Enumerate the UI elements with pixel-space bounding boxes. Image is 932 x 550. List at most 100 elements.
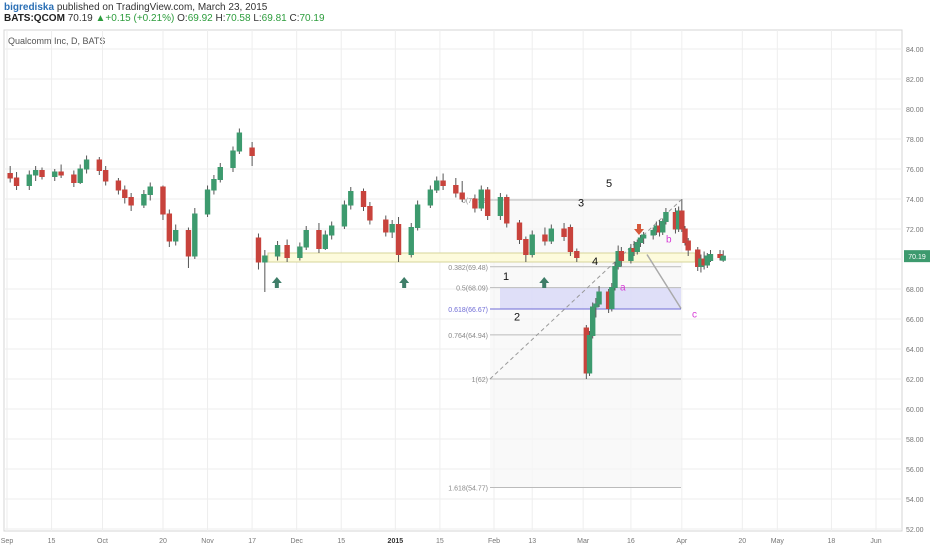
candle-body <box>663 212 669 222</box>
wave-label: 1 <box>503 271 509 283</box>
candle-body <box>427 189 434 206</box>
arrow-up-icon <box>271 277 282 288</box>
open-value: 69.92 <box>187 13 213 24</box>
y-tick-label: 82.00 <box>906 77 924 84</box>
candle-body <box>71 174 77 183</box>
candle-body <box>504 197 510 224</box>
x-tick-label: Jun <box>870 538 881 545</box>
price-tag <box>904 250 930 263</box>
last-price: 70.19 <box>67 13 93 24</box>
candle-body <box>561 228 567 237</box>
x-tick-label: 15 <box>337 538 345 545</box>
plot-area <box>3 29 903 532</box>
wave-label: 4 <box>592 256 598 268</box>
candle-body <box>77 168 83 183</box>
x-tick-label: Dec <box>290 538 303 545</box>
x-tick-label: 15 <box>48 538 56 545</box>
candle-body <box>211 179 217 191</box>
x-tick-label: Mar <box>577 538 590 545</box>
close-value: 70.19 <box>299 13 325 24</box>
chart-title: Qualcomm Inc, D, BATS <box>8 36 105 46</box>
x-tick-label: Sep <box>1 538 14 545</box>
candle-body <box>695 249 701 267</box>
publish-info: published on TradingView.com, March 23, … <box>56 2 268 13</box>
candle-body <box>408 227 414 255</box>
fib-level-label: 0.382(69.48) <box>448 265 488 272</box>
y-tick-label: 54.00 <box>906 497 924 504</box>
candle-body <box>192 213 198 257</box>
x-tick-label: 20 <box>159 538 167 545</box>
corrective-wave-label: a <box>620 283 626 294</box>
price-chart[interactable]: Qualcomm Inc, D, BATS 52.00 54.00 56.00 58.0… <box>0 26 932 550</box>
corrective-wave-label: c <box>692 310 697 321</box>
y-tick-label: 72.00 <box>906 227 924 234</box>
candle-body <box>567 227 574 252</box>
candle-body <box>660 221 666 233</box>
candle-body <box>322 234 329 249</box>
publish-line: bigrediska published on TradingView.com,… <box>4 2 267 13</box>
candle-body <box>284 245 290 258</box>
last-price-label: 70.19 <box>908 254 926 261</box>
candle-body <box>328 225 335 236</box>
high-label: H: <box>215 13 226 24</box>
candle-body <box>147 186 153 195</box>
candle-body <box>297 246 303 258</box>
fib-level-label: 0.764(64.94) <box>448 333 488 340</box>
candle-body <box>383 219 389 233</box>
y-tick-label: 60.00 <box>906 407 924 414</box>
wave-label: 2 <box>514 312 520 324</box>
trend-line <box>489 199 682 380</box>
y-tick-label: 58.00 <box>906 437 924 444</box>
price-change: +0.15 (+0.21%) <box>105 13 175 24</box>
low-label: L: <box>253 13 262 24</box>
x-tick-label: 18 <box>828 538 836 545</box>
high-value: 70.58 <box>225 13 251 24</box>
candle-body <box>102 170 109 182</box>
candle-body <box>341 204 348 227</box>
candle-body <box>596 291 602 305</box>
candle-body <box>640 234 647 239</box>
candle-body <box>96 159 103 171</box>
x-tick-label: Nov <box>201 538 214 545</box>
candle-body <box>185 230 192 257</box>
chart-header: bigrediska published on TradingView.com,… <box>0 0 932 26</box>
candle-body <box>141 194 147 206</box>
candle-body <box>637 237 644 243</box>
fib-level-label: 0.618(66.67) <box>448 307 488 314</box>
symbol-label: BATS:QCOM <box>4 13 65 24</box>
low-value: 69.81 <box>261 13 287 24</box>
candle-body <box>720 255 726 261</box>
candle-body <box>542 234 548 242</box>
x-tick-label: 13 <box>528 538 536 545</box>
wave-label: 5 <box>606 178 612 190</box>
y-tick-label: 62.00 <box>906 377 924 384</box>
candle-body <box>204 189 211 215</box>
candle-body <box>586 335 593 374</box>
candle-body <box>574 251 580 258</box>
candle-body <box>414 204 421 228</box>
candle-body <box>115 180 122 191</box>
candle-body <box>453 185 459 194</box>
arrow-down-icon <box>634 224 644 235</box>
candle-body <box>230 150 236 168</box>
candle-body <box>236 132 243 152</box>
quote-line: BATS:QCOM 70.19 ▲+0.15 (+0.21%) O:69.92 … <box>4 13 325 24</box>
candle-body <box>650 230 656 236</box>
y-tick-label: 56.00 <box>906 467 924 474</box>
x-tick-label: Feb <box>488 538 500 545</box>
candle-body <box>628 248 634 261</box>
candle-body <box>440 180 446 186</box>
y-tick-label: 68.00 <box>906 287 924 294</box>
open-label: O: <box>177 13 188 24</box>
candle-body <box>472 198 478 209</box>
candle-body <box>249 147 255 156</box>
fib-level-label: 0.5(68.09) <box>456 286 488 293</box>
x-tick-label: 17 <box>248 538 256 545</box>
candle-body <box>367 206 373 221</box>
fib-level-label: 1(62) <box>472 377 488 384</box>
candle-body <box>682 228 688 243</box>
author-link[interactable]: bigrediska <box>4 2 55 13</box>
candle-body <box>39 170 45 177</box>
candle-body <box>459 192 465 200</box>
candle-body <box>609 287 615 309</box>
